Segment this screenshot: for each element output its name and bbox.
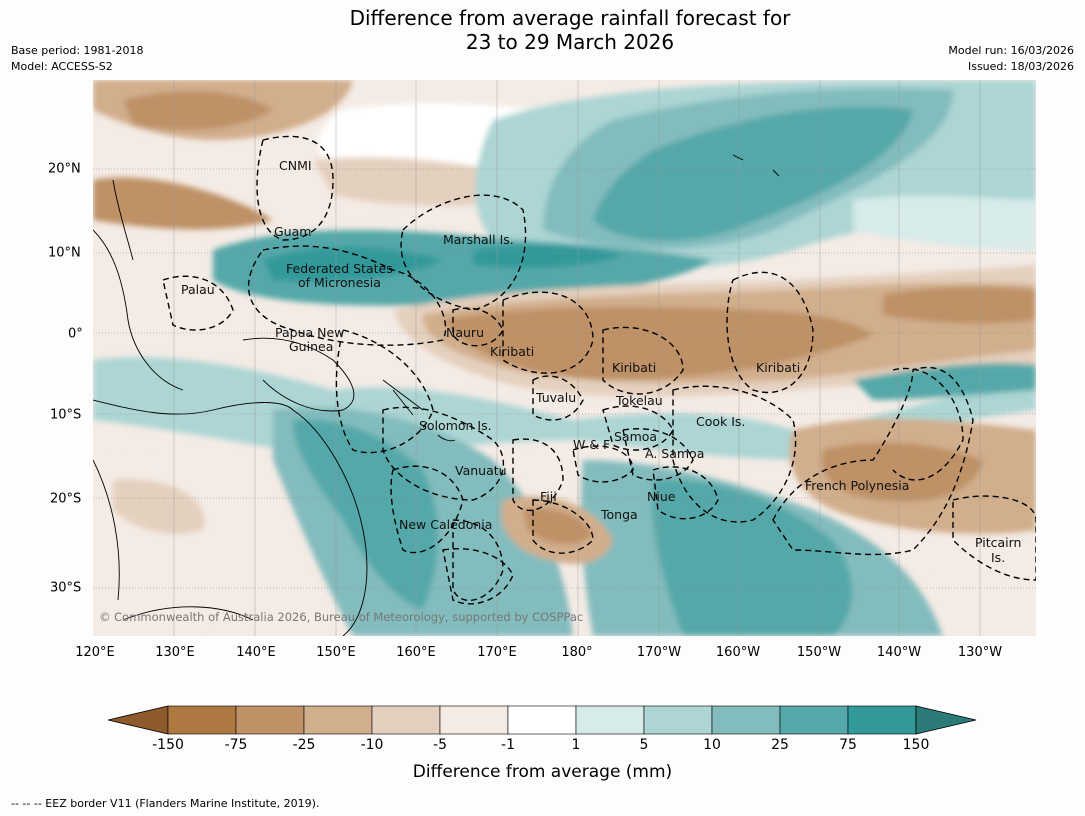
label-kiribati-w: Kiribati	[490, 344, 534, 359]
title-line1: Difference from average rainfall forecas…	[349, 6, 791, 30]
y-tick-label: 10°S	[50, 407, 82, 423]
issued-date: Issued: 18/03/2026	[967, 60, 1074, 73]
label-png-2: Guinea	[289, 339, 333, 354]
x-tick-label: 120°E	[75, 645, 115, 660]
label-png-1: Papua New	[275, 325, 344, 340]
x-tick-label: 140°W	[876, 645, 922, 660]
label-american-samoa: A. Samoa	[645, 446, 704, 461]
colorbar-segment	[711, 705, 781, 735]
colorbar-segment	[779, 705, 849, 735]
colorbar-tick-label: 5	[639, 737, 649, 753]
colorbar-segment	[575, 705, 645, 735]
x-tick-label: 140°E	[236, 645, 276, 660]
colorbar-segment	[847, 705, 917, 735]
label-tuvalu: Tuvalu	[535, 390, 576, 405]
colorbar-tick-label: -75	[224, 737, 248, 753]
colorbar-tick-label: -150	[152, 737, 184, 753]
y-tick-label: 30°S	[50, 580, 82, 596]
label-fiji: Fiji	[540, 489, 557, 504]
label-new-caledonia: New Caledonia	[399, 517, 492, 532]
colorbar-segment	[235, 705, 305, 735]
colorbar-segment	[303, 705, 373, 735]
base-period: Base period: 1981-2018	[11, 44, 144, 57]
chart-title: Difference from average rainfall forecas…	[0, 6, 1085, 54]
colorbar-segment	[167, 705, 237, 735]
y-tick-label: 10°N	[48, 245, 81, 261]
colorbar-tick-label: 75	[839, 737, 857, 753]
model-run: Model run: 16/03/2026	[948, 44, 1074, 57]
graticule	[93, 168, 1036, 589]
label-niue: Niue	[647, 489, 676, 504]
label-nauru: Nauru	[446, 325, 484, 340]
y-tick-label: 0°	[68, 326, 83, 342]
x-tick-label: 170°W	[636, 645, 682, 660]
label-tonga: Tonga	[600, 507, 638, 522]
label-pitcairn-2: Is.	[991, 550, 1005, 565]
x-tick-label: 150°E	[316, 645, 356, 660]
copyright-text: © Commonwealth of Australia 2026, Bureau…	[99, 610, 583, 624]
eez-legend-text: -- -- -- EEZ border V11 (Flanders Marine…	[11, 797, 320, 810]
label-palau: Palau	[181, 282, 215, 297]
colorbar-tick-label: 10	[703, 737, 721, 753]
label-cnmi: CNMI	[279, 158, 312, 173]
title-line2: 23 to 29 March 2026	[465, 30, 675, 54]
colorbar-segment	[439, 705, 509, 735]
label-samoa: Samoa	[614, 429, 657, 444]
label-kiribati-e: Kiribati	[756, 360, 800, 375]
label-vanuatu: Vanuatu	[455, 463, 507, 478]
label-marshall: Marshall Is.	[443, 232, 514, 247]
label-kiribati-c: Kiribati	[612, 360, 656, 375]
coastlines	[93, 154, 780, 636]
x-tick-label: 170°E	[477, 645, 517, 660]
y-tick-label: 20°N	[48, 161, 81, 177]
label-pitcairn-1: Pitcairn	[975, 535, 1021, 550]
label-wallis-futuna: W & F	[573, 437, 610, 452]
rainfall-anomaly-map: CNMI Guam Marshall Is. Federated States …	[93, 80, 1036, 636]
y-tick-label: 20°S	[50, 491, 82, 507]
colorbar-extend-high	[915, 705, 977, 735]
colorbar-segment	[643, 705, 713, 735]
colorbar-segment	[371, 705, 441, 735]
meta-right: Model run: 16/03/2026 Issued: 18/03/2026	[948, 43, 1074, 75]
label-cook: Cook Is.	[696, 414, 745, 429]
x-tick-label: 160°W	[715, 645, 761, 660]
label-french-polynesia: French Polynesia	[805, 478, 909, 493]
meta-left: Base period: 1981-2018 Model: ACCESS-S2	[11, 43, 143, 75]
x-tick-label: 150°W	[796, 645, 842, 660]
label-solomon: Solomon Is.	[419, 418, 492, 433]
colorbar-tick-label: 150	[902, 737, 930, 753]
colorbar-tick-label: -25	[292, 737, 316, 753]
model-name: Model: ACCESS-S2	[11, 60, 113, 73]
colorbar-tick-label: -5	[433, 737, 447, 753]
label-guam: Guam	[274, 224, 311, 239]
colorbar-tick-label: -1	[501, 737, 515, 753]
place-labels: CNMI Guam Marshall Is. Federated States …	[181, 158, 1021, 565]
x-tick-label: 130°W	[957, 645, 1003, 660]
colorbar-tick-label: 1	[571, 737, 581, 753]
x-tick-label: 180°	[561, 645, 593, 660]
label-fsm-2: of Micronesia	[298, 275, 381, 290]
label-fsm-1: Federated States	[286, 261, 393, 276]
colorbar-title: Difference from average (mm)	[412, 762, 673, 782]
colorbar-segment	[507, 705, 577, 735]
colorbar	[108, 705, 977, 735]
colorbar-extend-low	[108, 705, 169, 735]
eez-borders	[162, 135, 1036, 605]
colorbar-tick-label: -10	[360, 737, 384, 753]
x-tick-label: 130°E	[155, 645, 195, 660]
label-tokelau: Tokelau	[615, 393, 663, 408]
x-tick-label: 160°E	[396, 645, 436, 660]
colorbar-tick-label: 25	[771, 737, 789, 753]
